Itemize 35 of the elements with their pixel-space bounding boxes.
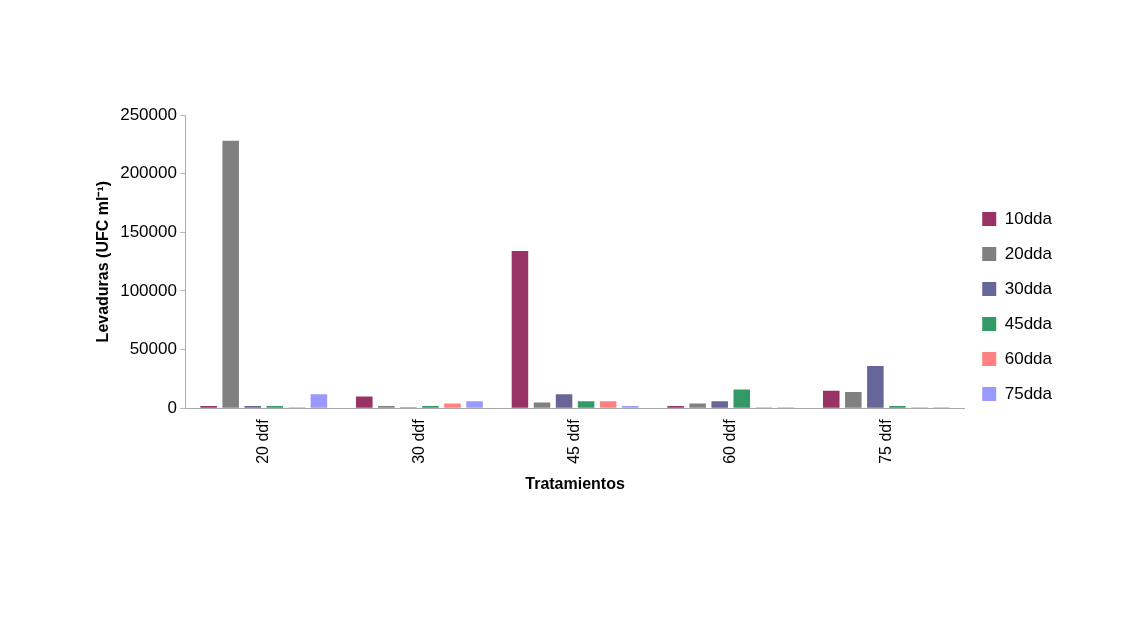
bar	[823, 390, 840, 408]
x-tick-label: 20 ddf	[254, 418, 272, 464]
bar	[867, 366, 884, 408]
bar	[555, 394, 573, 408]
bar	[577, 401, 595, 408]
bar	[222, 140, 239, 408]
y-axis-title: Levaduras (UFC ml⁻¹)	[94, 180, 112, 343]
bar	[689, 403, 706, 408]
legend-label: 10dda	[1004, 208, 1053, 228]
bar	[444, 403, 461, 408]
legend-label: 75dda	[1004, 383, 1053, 403]
bar	[533, 402, 551, 408]
bar	[466, 401, 483, 408]
bar	[711, 401, 728, 408]
x-tick-label: 45 ddf	[565, 418, 583, 464]
legend-label: 30dda	[1004, 278, 1053, 298]
x-tick-label: 75 ddf	[876, 418, 894, 464]
bar	[310, 394, 328, 408]
y-tick-label: 250000	[120, 104, 177, 124]
x-tick-label: 30 ddf	[409, 418, 427, 464]
x-tick-label: 60 ddf	[721, 418, 739, 464]
x-axis-title: Tratamientos	[525, 474, 625, 492]
y-tick-label: 0	[167, 398, 177, 417]
bar	[733, 389, 751, 408]
y-tick-label: 100000	[120, 280, 177, 300]
bar	[845, 391, 862, 408]
bar	[599, 401, 617, 408]
legend-label: 45dda	[1004, 313, 1053, 333]
legend-label: 60dda	[1004, 348, 1053, 368]
bar	[356, 396, 373, 408]
legend-label: 20dda	[1004, 243, 1053, 263]
y-tick-label: 50000	[129, 339, 177, 359]
y-tick-label: 200000	[120, 163, 177, 183]
y-tick-label: 150000	[120, 222, 177, 242]
bar	[511, 251, 529, 408]
